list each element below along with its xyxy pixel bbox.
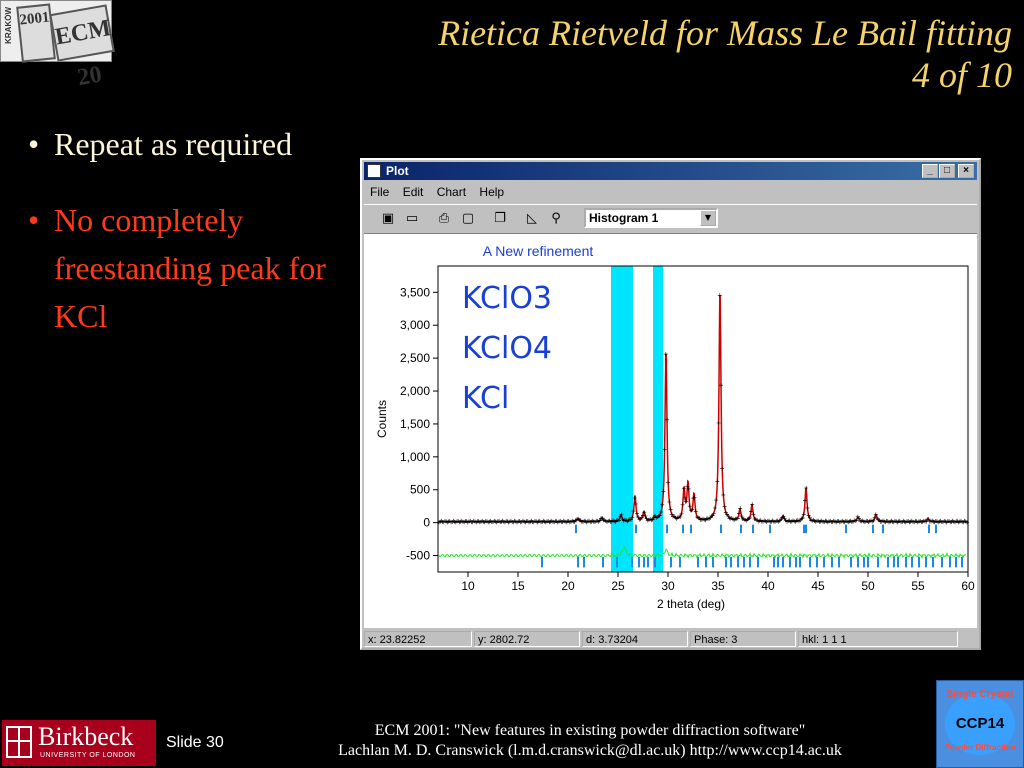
menu-help[interactable]: Help xyxy=(479,185,505,199)
bullet-dot: • xyxy=(28,202,40,238)
status-y: y: 2802.72 xyxy=(474,631,580,647)
bullet-item-1: • Repeat as required xyxy=(28,120,348,168)
x-tick-label: 30 xyxy=(661,579,675,593)
chart-icon[interactable]: ◺ xyxy=(527,211,537,226)
bullet-list: • Repeat as required • No completely fre… xyxy=(28,120,348,368)
histogram-select-value: Histogram 1 xyxy=(589,211,659,225)
ccp14-logo-ring xyxy=(945,693,1015,755)
x-tick-label: 20 xyxy=(561,579,575,593)
x-tick-label: 10 xyxy=(461,579,475,593)
y-tick-label: 2,000 xyxy=(400,384,430,398)
footer-line-2: Lachlan M. D. Cranswick (l.m.d.cranswick… xyxy=(338,742,842,760)
bullet-item-2: • No completely freestanding peak for KC… xyxy=(28,196,348,340)
x-axis-label: 2 theta (deg) xyxy=(657,597,725,611)
y-axis-label: Counts xyxy=(375,400,389,438)
ccp14-logo-bottom: Powder Diffraction xyxy=(944,743,1016,752)
menu-file[interactable]: File xyxy=(370,185,390,199)
ecm-2001-logo: KRAKÓW 2001 ECM 20 xyxy=(0,0,115,91)
difference-line xyxy=(438,545,966,560)
y-tick-label: 3,000 xyxy=(400,318,430,332)
diffraction-chart[interactable]: 10 15 20 25 30 35 40 45 50 55 60 -500 0 500 1,000 1,500… xyxy=(364,234,977,628)
ccp14-logo: Single Crystal CCP14 Powder Diffraction xyxy=(936,680,1024,768)
plot-window: Plot _ □ × File Edit Chart Help ▣ ▭ ⎙ ▢ … xyxy=(360,158,981,650)
status-bar: x: 23.82252 y: 2802.72 d: 3.73204 Phase:… xyxy=(364,630,977,648)
x-tick-label: 50 xyxy=(861,579,875,593)
bullet-dot: • xyxy=(28,126,40,162)
birkbeck-logo: Birkbeck UNIVERSITY OF LONDON xyxy=(2,720,156,766)
x-tick-label: 60 xyxy=(961,579,975,593)
minimize-button[interactable]: _ xyxy=(922,164,938,178)
plot-area[interactable]: 10 15 20 25 30 35 40 45 50 55 60 -500 0 500 1,000 1,500… xyxy=(364,234,977,628)
excluded-region-1 xyxy=(653,266,663,572)
copy-icon[interactable]: ❐ xyxy=(494,211,506,226)
status-d: d: 3.73204 xyxy=(582,631,688,647)
toolbar: ▣ ▭ ⎙ ▢ ❐ ◺ ⚲ Histogram 1 ▼ xyxy=(364,204,977,234)
annotation-label: KClO4 xyxy=(462,331,552,366)
y-tick-label: 3,500 xyxy=(400,285,430,299)
ccp14-logo-name: CCP14 xyxy=(955,715,1005,732)
footer-text: ECM 2001: "New features in existing powd… xyxy=(260,721,920,762)
histogram-select[interactable]: Histogram 1 ▼ xyxy=(584,208,718,228)
x-tick-label: 45 xyxy=(811,579,825,593)
x-tick-label: 25 xyxy=(611,579,625,593)
y-tick-label: 1,500 xyxy=(400,417,430,431)
zoom-icon[interactable]: ⚲ xyxy=(551,211,561,226)
plot-window-icon xyxy=(367,164,381,178)
print-preview-icon[interactable]: ▢ xyxy=(461,211,475,226)
x-tick-label: 35 xyxy=(711,579,725,593)
menu-bar: File Edit Chart Help xyxy=(364,182,977,202)
slide-number: Slide 30 xyxy=(166,734,224,751)
y-tick-label: 500 xyxy=(410,483,430,497)
slide-title: Rietica Rietveld for Mass Le Bail fittin… xyxy=(252,12,1012,97)
open-icon[interactable]: ▭ xyxy=(405,211,419,226)
status-phase: Phase: 3 xyxy=(690,631,796,647)
plot-frame xyxy=(437,265,969,573)
y-tick-label: -500 xyxy=(406,549,430,563)
birkbeck-crest-icon xyxy=(6,726,32,758)
excluded-region-0 xyxy=(611,266,633,572)
annotation-label: KCl xyxy=(462,381,509,416)
birkbeck-subtitle: UNIVERSITY OF LONDON xyxy=(40,752,136,759)
y-tick-label: 0 xyxy=(423,516,430,530)
save-icon[interactable]: ▣ xyxy=(381,211,395,226)
bullet-text-2: No completely freestanding peak for KCl xyxy=(54,202,326,334)
menu-chart[interactable]: Chart xyxy=(436,185,467,199)
status-x: x: 23.82252 xyxy=(364,631,472,647)
x-tick-label: 15 xyxy=(511,579,525,593)
y-tick-label: 2,500 xyxy=(400,351,430,365)
ccp14-logo-top: Single Crystal xyxy=(946,689,1014,700)
maximize-button[interactable]: □ xyxy=(939,164,955,178)
x-tick-label: 55 xyxy=(911,579,925,593)
slide-title-line-1: Rietica Rietveld for Mass Le Bail fittin… xyxy=(438,13,1012,53)
ecm-logo-city: KRAKÓW xyxy=(4,7,13,44)
ecm-logo-number: ECM 20 xyxy=(49,4,115,91)
observed-points xyxy=(437,293,969,525)
bullet-text-1: Repeat as required xyxy=(54,126,293,162)
chevron-down-icon[interactable]: ▼ xyxy=(700,210,716,226)
slide-title-line-2: 4 of 10 xyxy=(911,55,1012,96)
print-icon[interactable]: ⎙ xyxy=(438,211,450,226)
menu-edit[interactable]: Edit xyxy=(402,185,424,199)
chart-title: A New refinement xyxy=(483,243,594,259)
calculated-line xyxy=(439,295,967,523)
window-titlebar[interactable]: Plot _ □ × xyxy=(364,162,977,180)
footer-line-1: ECM 2001: "New features in existing powd… xyxy=(374,722,806,739)
window-title: Plot xyxy=(386,164,409,178)
birkbeck-name: Birkbeck xyxy=(38,722,134,751)
annotation-label: KClO3 xyxy=(462,281,552,316)
ecm-logo-year: 2001 xyxy=(16,3,56,63)
status-hkl: hkl: 1 1 1 xyxy=(798,631,958,647)
y-tick-label: 1,000 xyxy=(400,450,430,464)
close-button[interactable]: × xyxy=(958,164,974,178)
x-tick-label: 40 xyxy=(761,579,775,593)
